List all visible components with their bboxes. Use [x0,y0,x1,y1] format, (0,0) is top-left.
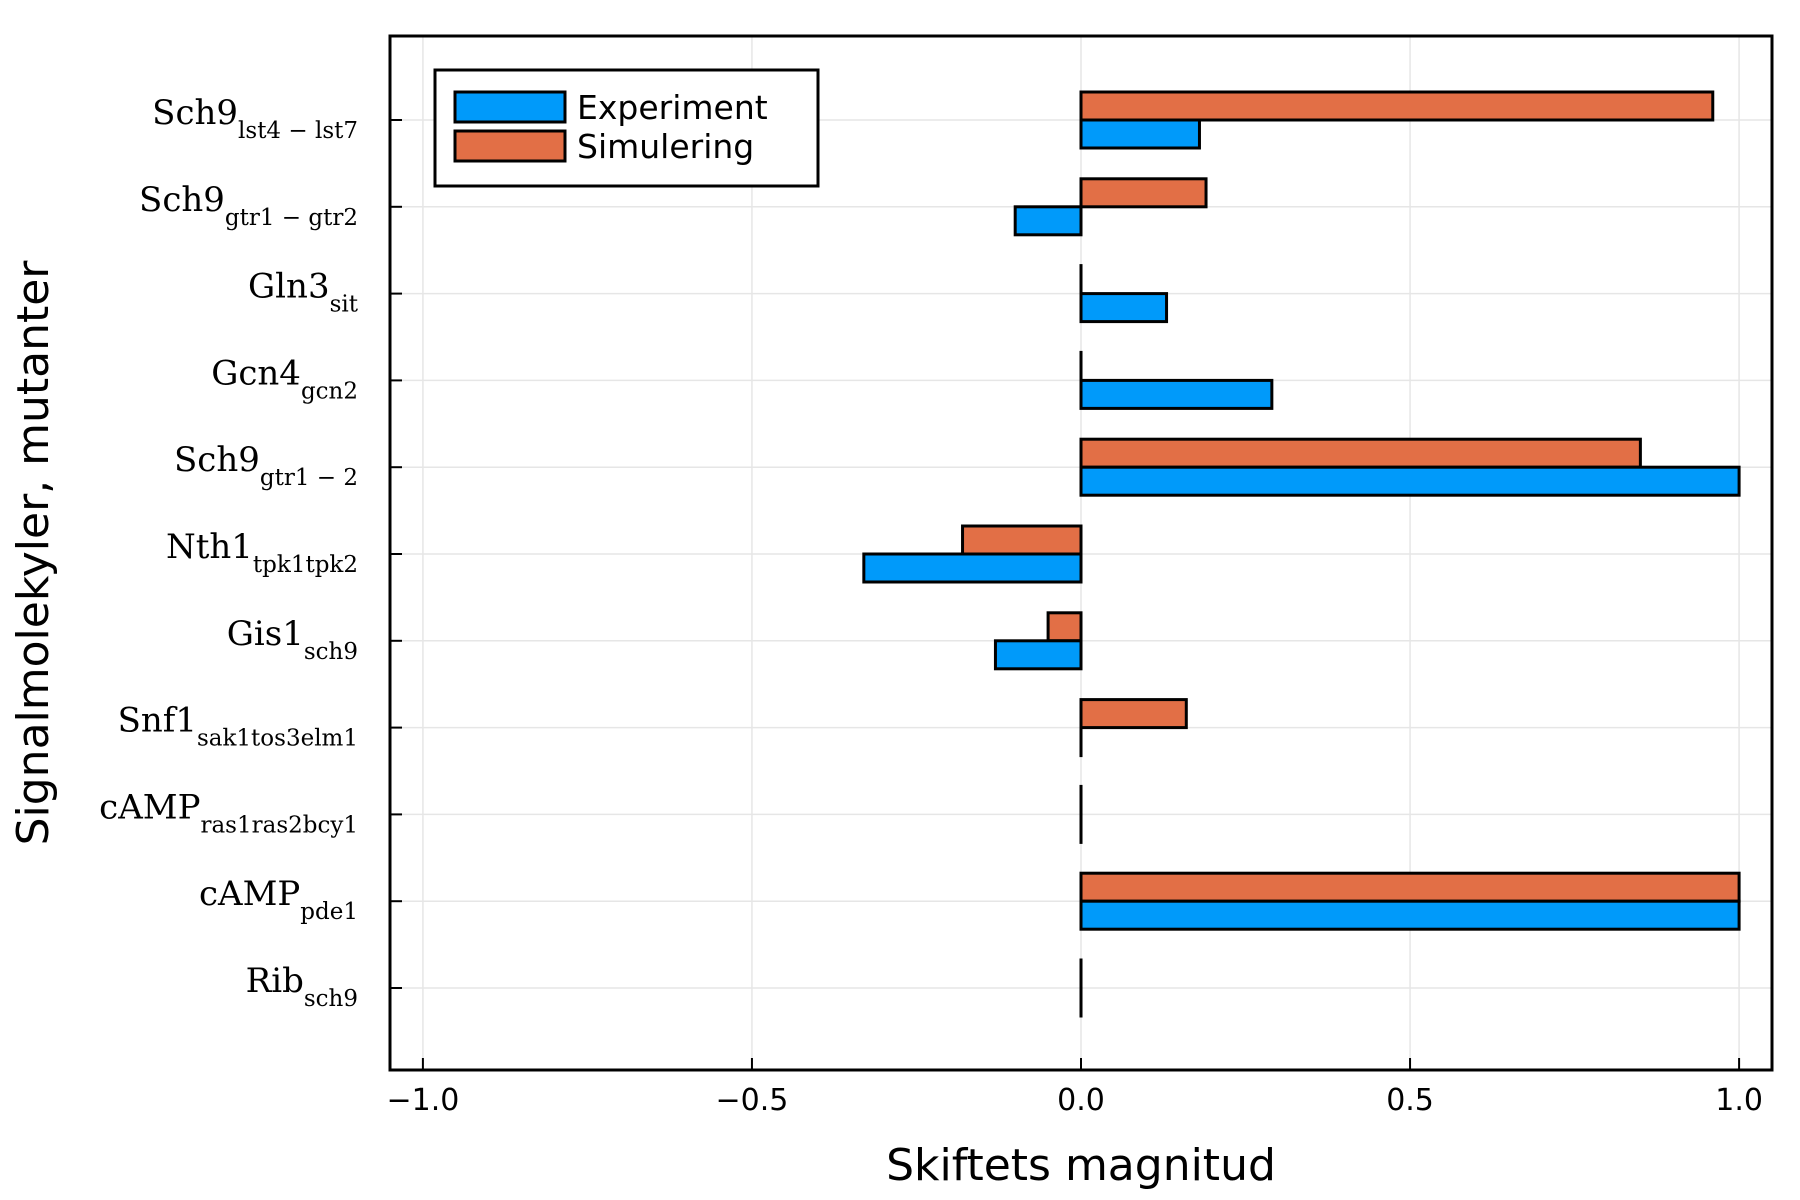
category-main: Rib [246,961,304,1001]
category-main: Snf1 [118,701,197,741]
category-main: cAMP [99,787,200,827]
x-tick-label: 1.0 [1715,1083,1763,1118]
category-main: Gcn4 [211,353,301,393]
x-tick-labels: −1.0 −0.5 0.0 0.5 1.0 [386,1083,1762,1118]
y-axis-title: Signalmolekyler, mutanter [8,260,59,846]
legend-swatch-experiment [453,90,567,124]
x-tick-label: 0.5 [1386,1083,1434,1118]
bar-experiment [862,552,1083,584]
y-category-label: Ribsch9 [246,961,358,1012]
legend-label-experiment: Experiment [577,88,768,127]
category-subscript: sch9 [304,986,358,1012]
legend-swatch-simulering [453,129,567,163]
bar-simulering [1079,177,1208,209]
legend-label-simulering: Simulering [577,127,754,166]
bars [862,90,1741,1018]
category-subscript: gcn2 [301,378,358,404]
y-category-label: Sch9lst4 − lst7 [152,93,358,144]
y-category-label: Nth1tpk1tpk2 [166,527,358,578]
legend-box [433,68,820,188]
category-subscript: pde1 [300,899,358,925]
bar-experiment [1079,292,1169,324]
category-subscript: sit [330,292,359,318]
bar-simulering [1046,611,1083,643]
x-axis-title: Skiftets magnitud [886,1140,1276,1191]
y-category-label: cAMPras1ras2bcy1 [99,787,358,838]
category-subscript: ras1ras2bcy1 [200,812,358,838]
category-main: Nth1 [166,527,253,567]
y-category-label: Gis1sch9 [227,614,358,665]
bar-simulering [1079,437,1642,469]
bar-simulering [1079,90,1715,122]
y-category-label: Sch9gtr1 − 2 [174,440,358,491]
category-subscript: gtr1 − gtr2 [225,205,358,231]
bar-experiment [1079,118,1201,150]
category-subscript: sch9 [304,639,358,665]
x-tick-label: −0.5 [716,1083,789,1118]
category-subscript: gtr1 − 2 [260,465,358,491]
axis-ticks [390,119,1741,1070]
category-subscript: lst4 − lst7 [238,118,358,144]
category-subscript: sak1tos3elm1 [197,726,358,752]
bar-experiment [1079,899,1741,931]
category-main: cAMP [199,874,300,914]
x-tick-label: 0.0 [1057,1083,1105,1118]
y-category-label: Gcn4gcn2 [211,353,358,404]
y-category-label: cAMPpde1 [199,874,358,925]
category-main: Sch9 [174,440,260,480]
category-subscript: tpk1tpk2 [253,552,358,578]
bar-experiment [1013,205,1083,237]
y-category-label: Sch9gtr1 − gtr2 [139,180,358,231]
bar-simulering [1079,871,1741,903]
category-main: Gis1 [227,614,304,654]
category-main: Sch9 [152,93,238,133]
y-category-label: Snf1sak1tos3elm1 [118,701,358,752]
category-main: Gln3 [248,267,330,307]
x-tick-label: −1.0 [386,1083,459,1118]
bar-simulering [961,524,1083,556]
bar-simulering [1079,698,1188,730]
bar-experiment [1079,465,1741,497]
bar-experiment [993,639,1083,671]
bar-experiment [1079,378,1274,410]
y-category-label: Gln3sit [248,267,359,318]
category-main: Sch9 [139,180,225,220]
